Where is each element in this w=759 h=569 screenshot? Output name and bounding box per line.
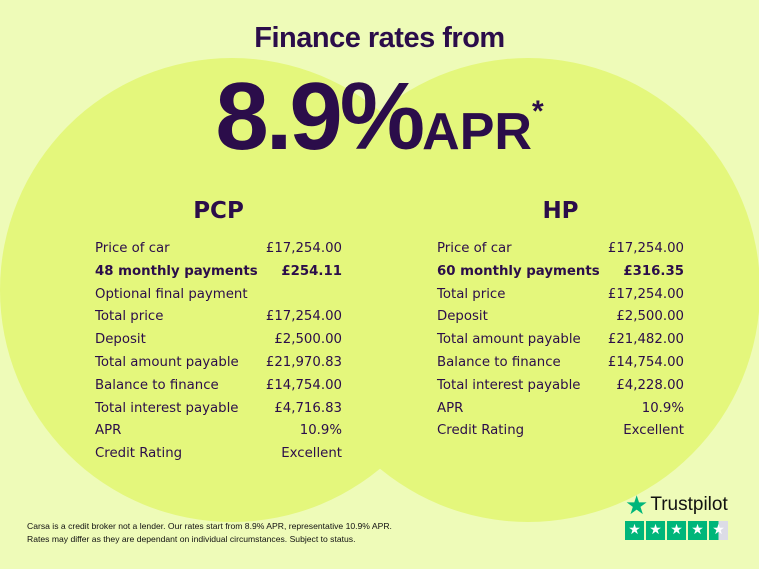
table-row: APR 10.9% <box>95 420 342 443</box>
row-label: Deposit <box>437 309 488 325</box>
table-row: Total amount payable £21,970.83 <box>95 352 342 375</box>
row-value: Excellent <box>623 423 684 439</box>
row-value: £254.11 <box>281 263 342 279</box>
table-row: Optional final payment <box>95 284 342 307</box>
hp-title: HP <box>542 198 579 224</box>
row-value: £17,254.00 <box>265 309 342 325</box>
page-title: Finance rates from <box>254 22 505 54</box>
rating-star-icon: ★ <box>688 521 707 540</box>
row-value: £17,254.00 <box>607 286 684 302</box>
row-value: £316.35 <box>623 263 684 279</box>
star-icon: ★ <box>625 490 649 520</box>
table-row: Balance to finance £14,754.00 <box>95 375 342 398</box>
pcp-table: PCP Price of car £17,254.00 48 monthly pay… <box>95 198 342 466</box>
pcp-title: PCP <box>193 198 244 224</box>
row-value: Excellent <box>281 446 342 462</box>
table-row: Deposit £2,500.00 <box>95 329 342 352</box>
row-label: Deposit <box>95 332 146 348</box>
table-row: Deposit £2,500.00 <box>437 306 684 329</box>
row-label: Price of car <box>437 241 512 256</box>
table-row: Price of car £17,254.00 <box>95 238 342 261</box>
row-label: APR <box>437 400 464 416</box>
row-label: Credit Rating <box>95 446 183 462</box>
row-label: Total amount payable <box>437 332 581 348</box>
row-value: £17,254.00 <box>265 241 342 256</box>
disclaimer-line-1: Carsa is a credit broker not a lender. O… <box>27 521 392 531</box>
row-value: £2,500.00 <box>274 332 342 348</box>
table-row: Total amount payable £21,482.00 <box>437 329 684 352</box>
row-value: £21,482.00 <box>607 332 684 348</box>
table-row: 60 monthly payments £316.35 <box>437 261 684 284</box>
rating-star-icon: ★ <box>625 521 644 540</box>
row-label: Total interest payable <box>95 400 239 416</box>
row-value: 10.9% <box>299 423 342 439</box>
row-label: Balance to finance <box>95 377 219 393</box>
hp-table: HP Price of car £17,254.00 60 monthly paym… <box>437 198 684 443</box>
row-value: £14,754.00 <box>607 354 684 370</box>
rating-star-icon: ★ <box>709 521 728 540</box>
trustpilot-badge[interactable]: ★ Trustpilot ★ ★ ★ ★ ★ <box>625 490 728 540</box>
row-value: £2,500.00 <box>616 309 684 325</box>
rating-star-icon: ★ <box>646 521 665 540</box>
table-row: Credit Rating Excellent <box>95 443 342 466</box>
disclaimer: Carsa is a credit broker not a lender. O… <box>27 520 392 546</box>
row-label: Total amount payable <box>95 354 239 370</box>
row-label: Total interest payable <box>437 377 581 393</box>
row-label: 48 monthly payments <box>95 263 258 279</box>
headline-rate: 8.9%APR* <box>0 62 759 172</box>
row-label: 60 monthly payments <box>437 263 600 279</box>
table-row: Price of car £17,254.00 <box>437 238 684 261</box>
row-value: £14,754.00 <box>265 377 342 393</box>
trustpilot-rating: ★ ★ ★ ★ ★ <box>625 521 728 540</box>
table-row: APR 10.9% <box>437 398 684 421</box>
table-row: Total price £17,254.00 <box>95 306 342 329</box>
table-row: Credit Rating Excellent <box>437 420 684 443</box>
row-value: £4,716.83 <box>274 400 342 416</box>
row-label: Optional final payment <box>95 286 248 302</box>
table-row: Total interest payable £4,228.00 <box>437 375 684 398</box>
row-value: £21,970.83 <box>265 354 342 370</box>
apr-label: APR <box>422 103 532 161</box>
trustpilot-label: Trustpilot <box>650 494 728 515</box>
row-label: Credit Rating <box>437 423 525 439</box>
rating-star-icon: ★ <box>667 521 686 540</box>
row-value: 10.9% <box>641 400 684 416</box>
table-row: Total price £17,254.00 <box>437 284 684 307</box>
table-row: Balance to finance £14,754.00 <box>437 352 684 375</box>
row-value: £17,254.00 <box>607 241 684 256</box>
decorative-circle-right <box>296 58 759 522</box>
row-label: APR <box>95 423 122 439</box>
table-row: Total interest payable £4,716.83 <box>95 398 342 421</box>
row-value: £4,228.00 <box>616 377 684 393</box>
row-label: Total price <box>437 286 506 302</box>
rate-value: 8.9% <box>215 63 425 170</box>
row-label: Balance to finance <box>437 354 561 370</box>
table-row: 48 monthly payments £254.11 <box>95 261 342 284</box>
asterisk: * <box>531 95 544 128</box>
disclaimer-line-2: Rates may differ as they are dependant o… <box>27 534 356 544</box>
row-label: Total price <box>95 309 164 325</box>
row-label: Price of car <box>95 241 170 256</box>
